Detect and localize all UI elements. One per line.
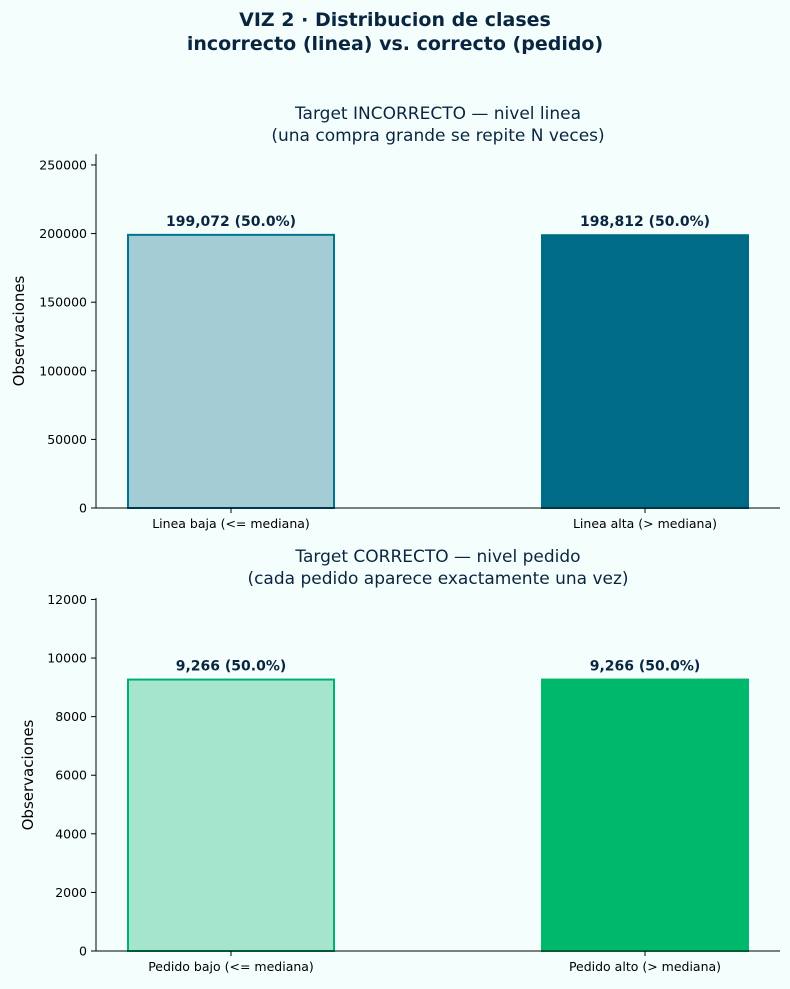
y-tick-label: 6000 (55, 768, 87, 783)
y-tick-label: 0 (79, 944, 87, 959)
y-tick-label: 50000 (47, 432, 87, 447)
y-tick-label: 100000 (39, 363, 87, 378)
y-tick-label: 2000 (55, 885, 87, 900)
panel-correcto: Target CORRECTO — nivel pedido (cada ped… (19, 547, 780, 974)
bar-1 (541, 234, 749, 509)
suptitle-line-1: VIZ 2 · Distribucion de clases (239, 9, 551, 31)
y-tick-label: 10000 (47, 651, 87, 666)
suptitle-line-2: incorrecto (linea) vs. correcto (pedido) (187, 33, 603, 55)
bar-1 (541, 678, 749, 952)
x-tick-label: Pedido alto (> mediana) (569, 959, 721, 974)
bar-0 (127, 233, 335, 509)
panel-title-line-1: Target INCORRECTO — nivel linea (294, 104, 581, 124)
panel-title-line-1: Target CORRECTO — nivel pedido (294, 547, 580, 567)
y-tick-label: 0 (79, 501, 87, 516)
bar-0 (127, 678, 335, 952)
x-tick-label: Linea baja (<= mediana) (152, 516, 310, 531)
panel-title-line-2: (cada pedido aparece exactamente una vez… (247, 569, 628, 589)
bar-value-label: 198,812 (50.0%) (580, 214, 710, 230)
y-tick-label: 250000 (39, 157, 87, 172)
x-tick-label: Linea alta (> mediana) (573, 516, 717, 531)
bar-value-label: 199,072 (50.0%) (166, 214, 296, 230)
bar-value-label: 9,266 (50.0%) (176, 659, 287, 675)
y-tick-label: 150000 (39, 295, 87, 310)
y-tick-label: 4000 (55, 826, 87, 841)
y-tick-label: 12000 (47, 592, 87, 607)
panel-title-line-2: (una compra grande se repite N veces) (271, 126, 604, 146)
panel-incorrecto: Target INCORRECTO — nivel linea (una com… (10, 104, 780, 531)
bar-value-label: 9,266 (50.0%) (590, 659, 701, 675)
x-tick-label: Pedido bajo (<= mediana) (148, 959, 314, 974)
y-axis-label: Observaciones (10, 275, 28, 386)
y-tick-label: 200000 (39, 226, 87, 241)
y-axis-label: Observaciones (19, 719, 37, 830)
y-tick-label: 8000 (55, 709, 87, 724)
